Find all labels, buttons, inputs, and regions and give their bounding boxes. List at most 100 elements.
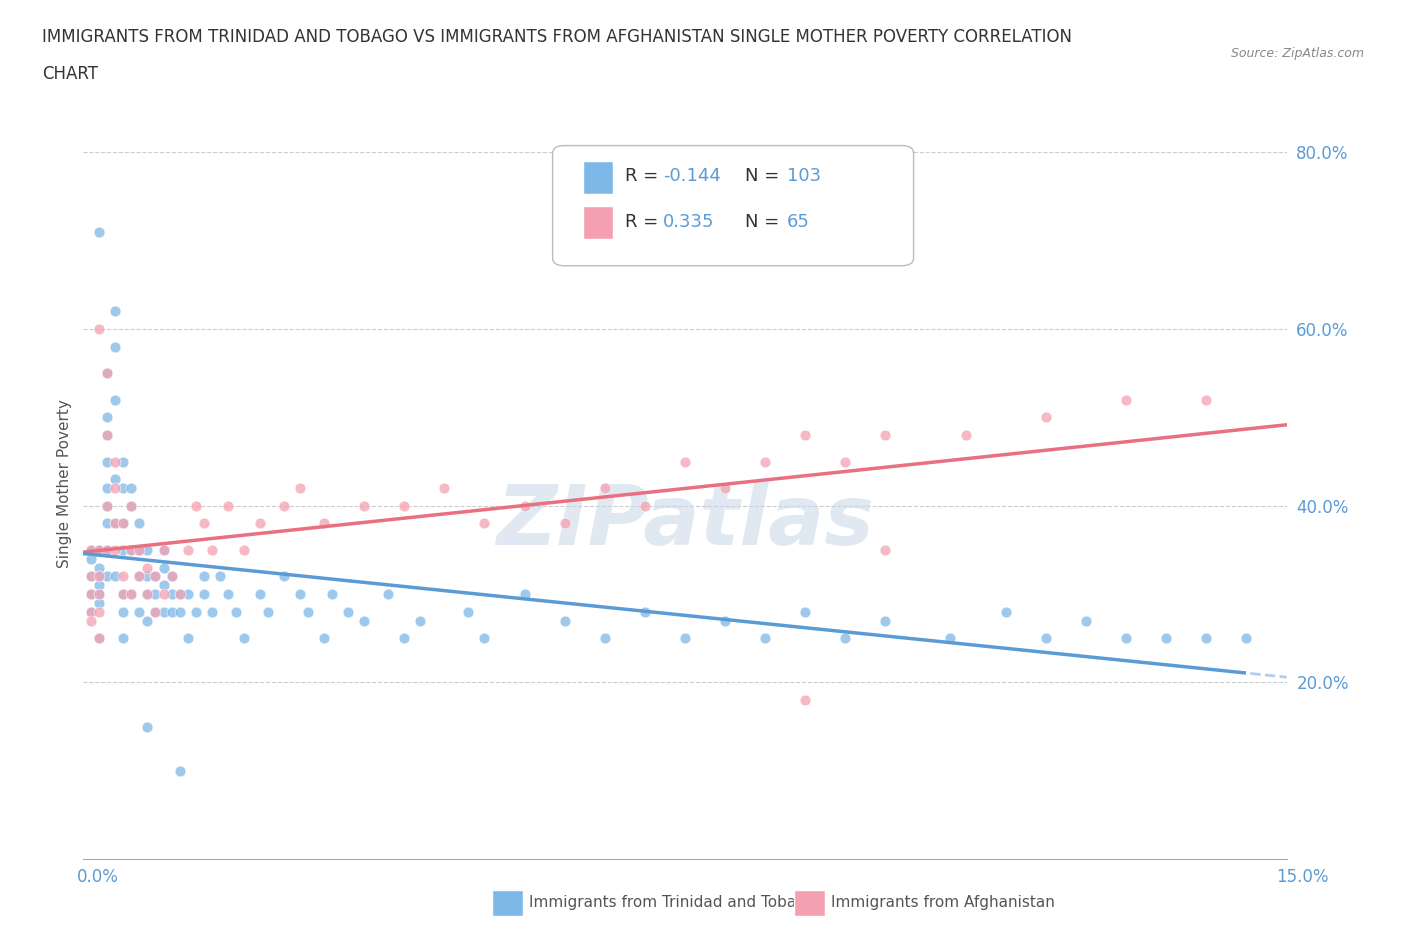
Text: 15.0%: 15.0% [1277, 868, 1329, 885]
Immigrants from Afghanistan [145, 604, 167, 619]
Immigrants from Afghanistan [217, 498, 239, 513]
Immigrants from Trinidad and Tobago [217, 587, 239, 602]
Immigrants from Trinidad and Tobago [201, 604, 224, 619]
Immigrants from Afghanistan [754, 454, 776, 469]
Immigrants from Afghanistan [794, 693, 817, 708]
Immigrants from Afghanistan [80, 587, 103, 602]
Immigrants from Afghanistan [794, 428, 817, 443]
Immigrants from Afghanistan [145, 569, 167, 584]
Immigrants from Trinidad and Tobago [152, 560, 174, 575]
Immigrants from Trinidad and Tobago [273, 569, 295, 584]
Immigrants from Trinidad and Tobago [96, 516, 118, 531]
Immigrants from Trinidad and Tobago [89, 542, 111, 557]
Immigrants from Trinidad and Tobago [112, 631, 135, 645]
Immigrants from Trinidad and Tobago [1195, 631, 1218, 645]
Immigrants from Trinidad and Tobago [128, 604, 150, 619]
Immigrants from Afghanistan [955, 428, 977, 443]
Immigrants from Afghanistan [160, 569, 183, 584]
Immigrants from Trinidad and Tobago [297, 604, 319, 619]
Immigrants from Trinidad and Tobago [80, 542, 103, 557]
Immigrants from Afghanistan [96, 428, 118, 443]
Immigrants from Trinidad and Tobago [409, 613, 432, 628]
Immigrants from Trinidad and Tobago [112, 604, 135, 619]
Immigrants from Afghanistan [474, 516, 496, 531]
Immigrants from Afghanistan [392, 498, 415, 513]
Immigrants from Afghanistan [112, 516, 135, 531]
Immigrants from Trinidad and Tobago [104, 339, 127, 354]
Immigrants from Trinidad and Tobago [112, 516, 135, 531]
Immigrants from Afghanistan [249, 516, 271, 531]
Immigrants from Trinidad and Tobago [112, 481, 135, 496]
Immigrants from Trinidad and Tobago [169, 764, 191, 778]
Immigrants from Afghanistan [673, 454, 696, 469]
Immigrants from Trinidad and Tobago [1074, 613, 1097, 628]
Immigrants from Afghanistan [120, 587, 142, 602]
Immigrants from Trinidad and Tobago [89, 587, 111, 602]
Immigrants from Afghanistan [136, 560, 159, 575]
Immigrants from Trinidad and Tobago [353, 613, 375, 628]
Immigrants from Trinidad and Tobago [1115, 631, 1137, 645]
Immigrants from Trinidad and Tobago [96, 365, 118, 380]
Immigrants from Afghanistan [634, 498, 657, 513]
Immigrants from Trinidad and Tobago [249, 587, 271, 602]
Immigrants from Trinidad and Tobago [80, 587, 103, 602]
Immigrants from Trinidad and Tobago [1035, 631, 1057, 645]
Immigrants from Trinidad and Tobago [96, 569, 118, 584]
Text: N =: N = [745, 166, 785, 185]
Immigrants from Trinidad and Tobago [145, 569, 167, 584]
Y-axis label: Single Mother Poverty: Single Mother Poverty [58, 399, 72, 568]
Immigrants from Afghanistan [112, 569, 135, 584]
Immigrants from Trinidad and Tobago [160, 569, 183, 584]
Immigrants from Trinidad and Tobago [152, 604, 174, 619]
Immigrants from Trinidad and Tobago [80, 569, 103, 584]
Immigrants from Trinidad and Tobago [1154, 631, 1177, 645]
Text: R =: R = [624, 213, 664, 232]
Immigrants from Trinidad and Tobago [104, 392, 127, 407]
Text: Source: ZipAtlas.com: Source: ZipAtlas.com [1230, 46, 1364, 60]
Immigrants from Afghanistan [80, 569, 103, 584]
Immigrants from Trinidad and Tobago [554, 613, 576, 628]
Immigrants from Trinidad and Tobago [96, 428, 118, 443]
Immigrants from Trinidad and Tobago [136, 719, 159, 734]
Immigrants from Afghanistan [353, 498, 375, 513]
Immigrants from Afghanistan [1035, 410, 1057, 425]
Immigrants from Trinidad and Tobago [377, 587, 399, 602]
Immigrants from Afghanistan [120, 542, 142, 557]
Immigrants from Trinidad and Tobago [128, 542, 150, 557]
Text: 0.0%: 0.0% [77, 868, 120, 885]
Immigrants from Trinidad and Tobago [120, 587, 142, 602]
Immigrants from Trinidad and Tobago [136, 613, 159, 628]
Immigrants from Trinidad and Tobago [152, 542, 174, 557]
Immigrants from Trinidad and Tobago [794, 604, 817, 619]
Immigrants from Afghanistan [201, 542, 224, 557]
Immigrants from Afghanistan [273, 498, 295, 513]
Immigrants from Trinidad and Tobago [89, 595, 111, 610]
Immigrants from Trinidad and Tobago [112, 454, 135, 469]
Immigrants from Afghanistan [554, 516, 576, 531]
Immigrants from Afghanistan [104, 542, 127, 557]
Immigrants from Trinidad and Tobago [128, 516, 150, 531]
Immigrants from Afghanistan [112, 587, 135, 602]
Immigrants from Afghanistan [104, 516, 127, 531]
Immigrants from Afghanistan [128, 542, 150, 557]
Immigrants from Afghanistan [193, 516, 215, 531]
Immigrants from Trinidad and Tobago [232, 631, 254, 645]
Immigrants from Trinidad and Tobago [160, 587, 183, 602]
Text: ZIPatlas: ZIPatlas [496, 481, 875, 562]
Immigrants from Trinidad and Tobago [193, 587, 215, 602]
Text: Immigrants from Trinidad and Tobago: Immigrants from Trinidad and Tobago [529, 895, 815, 910]
Immigrants from Trinidad and Tobago [337, 604, 360, 619]
Immigrants from Trinidad and Tobago [112, 587, 135, 602]
Immigrants from Trinidad and Tobago [474, 631, 496, 645]
Immigrants from Afghanistan [89, 569, 111, 584]
Immigrants from Trinidad and Tobago [96, 410, 118, 425]
Immigrants from Afghanistan [714, 481, 737, 496]
Immigrants from Trinidad and Tobago [136, 587, 159, 602]
Immigrants from Trinidad and Tobago [89, 569, 111, 584]
Immigrants from Trinidad and Tobago [634, 604, 657, 619]
Immigrants from Trinidad and Tobago [89, 224, 111, 239]
Immigrants from Afghanistan [96, 498, 118, 513]
FancyBboxPatch shape [582, 161, 613, 194]
Text: 0.335: 0.335 [664, 213, 714, 232]
Immigrants from Afghanistan [128, 569, 150, 584]
